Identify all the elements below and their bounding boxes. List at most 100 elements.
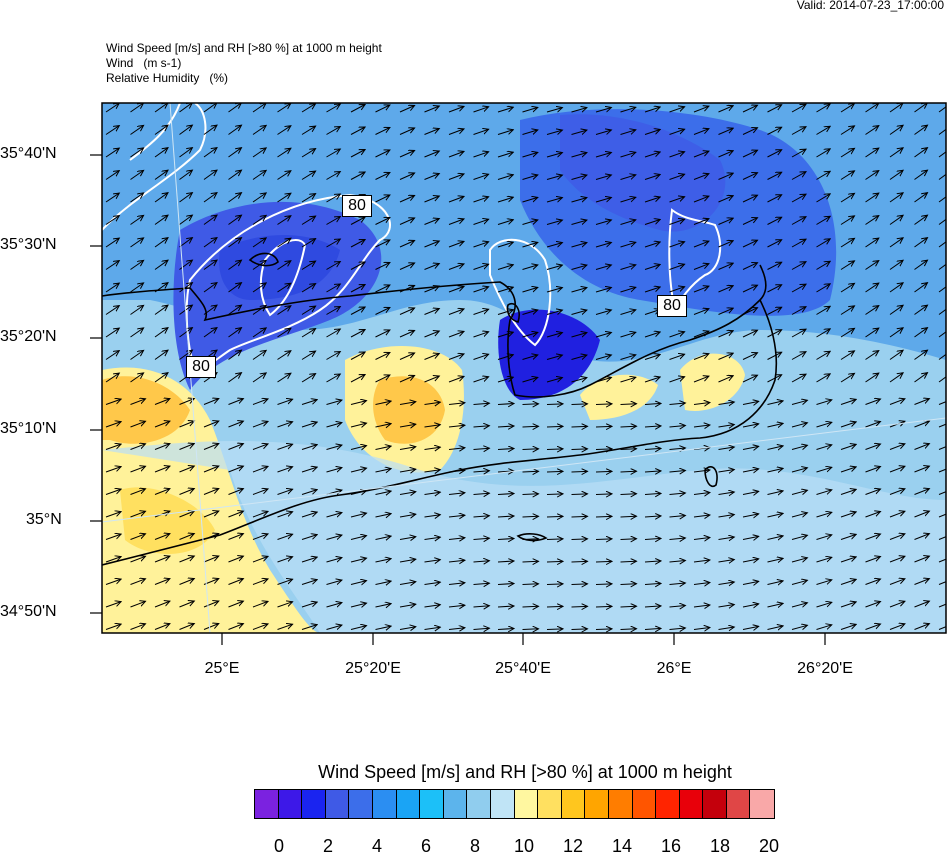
wind-arrow <box>914 170 928 180</box>
wind-arrow <box>326 445 342 449</box>
wind-arrow <box>301 374 316 383</box>
wind-arrow <box>595 426 612 427</box>
wind-arrow <box>571 198 587 202</box>
wind-arrow <box>546 449 563 450</box>
wind-arrow <box>179 601 195 608</box>
wind-arrow <box>350 626 367 630</box>
wind-arrow <box>791 284 806 293</box>
colorbar <box>254 789 776 819</box>
wind-arrow <box>154 421 170 428</box>
wind-arrow <box>277 283 291 293</box>
wind-arrow <box>595 220 611 225</box>
wind-arrow <box>375 424 392 427</box>
wind-arrow <box>301 580 317 585</box>
wind-arrow <box>228 328 242 338</box>
wind-arrow <box>669 448 686 450</box>
wind-arrow <box>228 444 244 450</box>
wind-arrow <box>154 260 168 270</box>
colorbar-swatch <box>490 790 515 818</box>
wind-arrow <box>620 107 636 113</box>
wind-arrow <box>252 215 266 225</box>
wind-arrow <box>350 307 365 315</box>
wind-arrow <box>326 262 341 270</box>
colorbar-swatch <box>632 790 657 818</box>
wind-arrow <box>840 534 856 540</box>
wind-arrow <box>840 193 855 203</box>
wind-arrow <box>399 308 415 315</box>
wind-arrow <box>179 579 195 585</box>
wind-arrow <box>473 287 489 293</box>
wind-arrow <box>375 604 392 607</box>
wind-arrow <box>326 352 341 360</box>
wind-arrow <box>203 125 217 135</box>
wind-arrow <box>497 426 514 427</box>
wind-arrow <box>865 602 881 608</box>
wind-arrow <box>620 471 637 472</box>
wind-arrow <box>203 148 217 158</box>
wind-arrow <box>424 354 440 360</box>
wind-arrow <box>130 193 144 203</box>
wind-arrow <box>693 583 710 585</box>
wind-arrow <box>228 170 242 180</box>
wind-arrow <box>865 534 881 540</box>
wind-arrow <box>693 470 710 472</box>
title-line-1: Wind Speed [m/s] and RH [>80 %] at 1000 … <box>106 41 382 55</box>
wind-arrow <box>718 353 734 360</box>
wind-arrow <box>252 624 268 630</box>
wind-arrow <box>595 265 611 270</box>
wind-arrow <box>620 494 637 495</box>
wind-arrow <box>914 489 930 495</box>
wind-arrow <box>228 579 244 585</box>
colorbar-tick-label: 6 <box>420 836 431 856</box>
wind-arrow <box>914 148 928 158</box>
wind-arrow <box>742 105 758 113</box>
wind-arrow <box>130 579 146 585</box>
axis-ticks <box>90 154 826 645</box>
wind-arrow <box>693 628 710 630</box>
wind-arrow <box>228 260 242 270</box>
wind-arrow <box>889 238 903 248</box>
wind-arrow <box>326 558 342 562</box>
wind-arrow <box>914 534 930 540</box>
wind-arrow <box>718 627 735 630</box>
wind-arrow <box>914 215 928 225</box>
wind-arrow <box>497 175 513 180</box>
wind-arrow <box>130 489 146 495</box>
wind-arrow <box>105 489 121 495</box>
wind-arrow <box>669 628 686 630</box>
wind-arrow <box>228 125 242 135</box>
wind-arrow <box>644 355 660 360</box>
wind-arrow <box>889 444 905 450</box>
lon-label: 25°E <box>204 660 240 677</box>
wind-arrow <box>595 198 611 203</box>
colorbar-swatch <box>608 790 633 818</box>
wind-arrow <box>375 559 392 562</box>
wind-arrow <box>277 261 291 270</box>
wind-arrow <box>497 220 513 225</box>
wind-arrow <box>595 516 612 517</box>
wind-arrow <box>277 216 291 225</box>
wind-arrow <box>840 103 855 113</box>
wind-arrow <box>326 307 341 315</box>
wind-arrow <box>840 624 856 630</box>
wind-arrow <box>203 511 219 518</box>
wind-arrow <box>620 287 636 293</box>
wind-arrow <box>179 444 195 450</box>
wind-arrow <box>865 467 881 473</box>
wind-arrow <box>546 494 563 495</box>
wind-arrow <box>840 373 855 383</box>
wind-arrow <box>130 283 144 293</box>
wind-arrow <box>571 516 588 517</box>
wind-arrow <box>154 238 168 248</box>
wind-arrow <box>375 469 392 472</box>
wind-arrow <box>816 512 832 518</box>
wind-arrow <box>252 148 266 158</box>
wind-arrow <box>399 627 416 630</box>
wind-arrow <box>522 332 538 338</box>
wind-arrow <box>424 492 441 494</box>
colorbar-tick-label: 20 <box>758 836 780 856</box>
wind-arrow <box>620 516 637 517</box>
wind-arrow <box>595 333 611 338</box>
wind-arrow <box>840 602 856 608</box>
wind-arrow <box>938 423 946 428</box>
